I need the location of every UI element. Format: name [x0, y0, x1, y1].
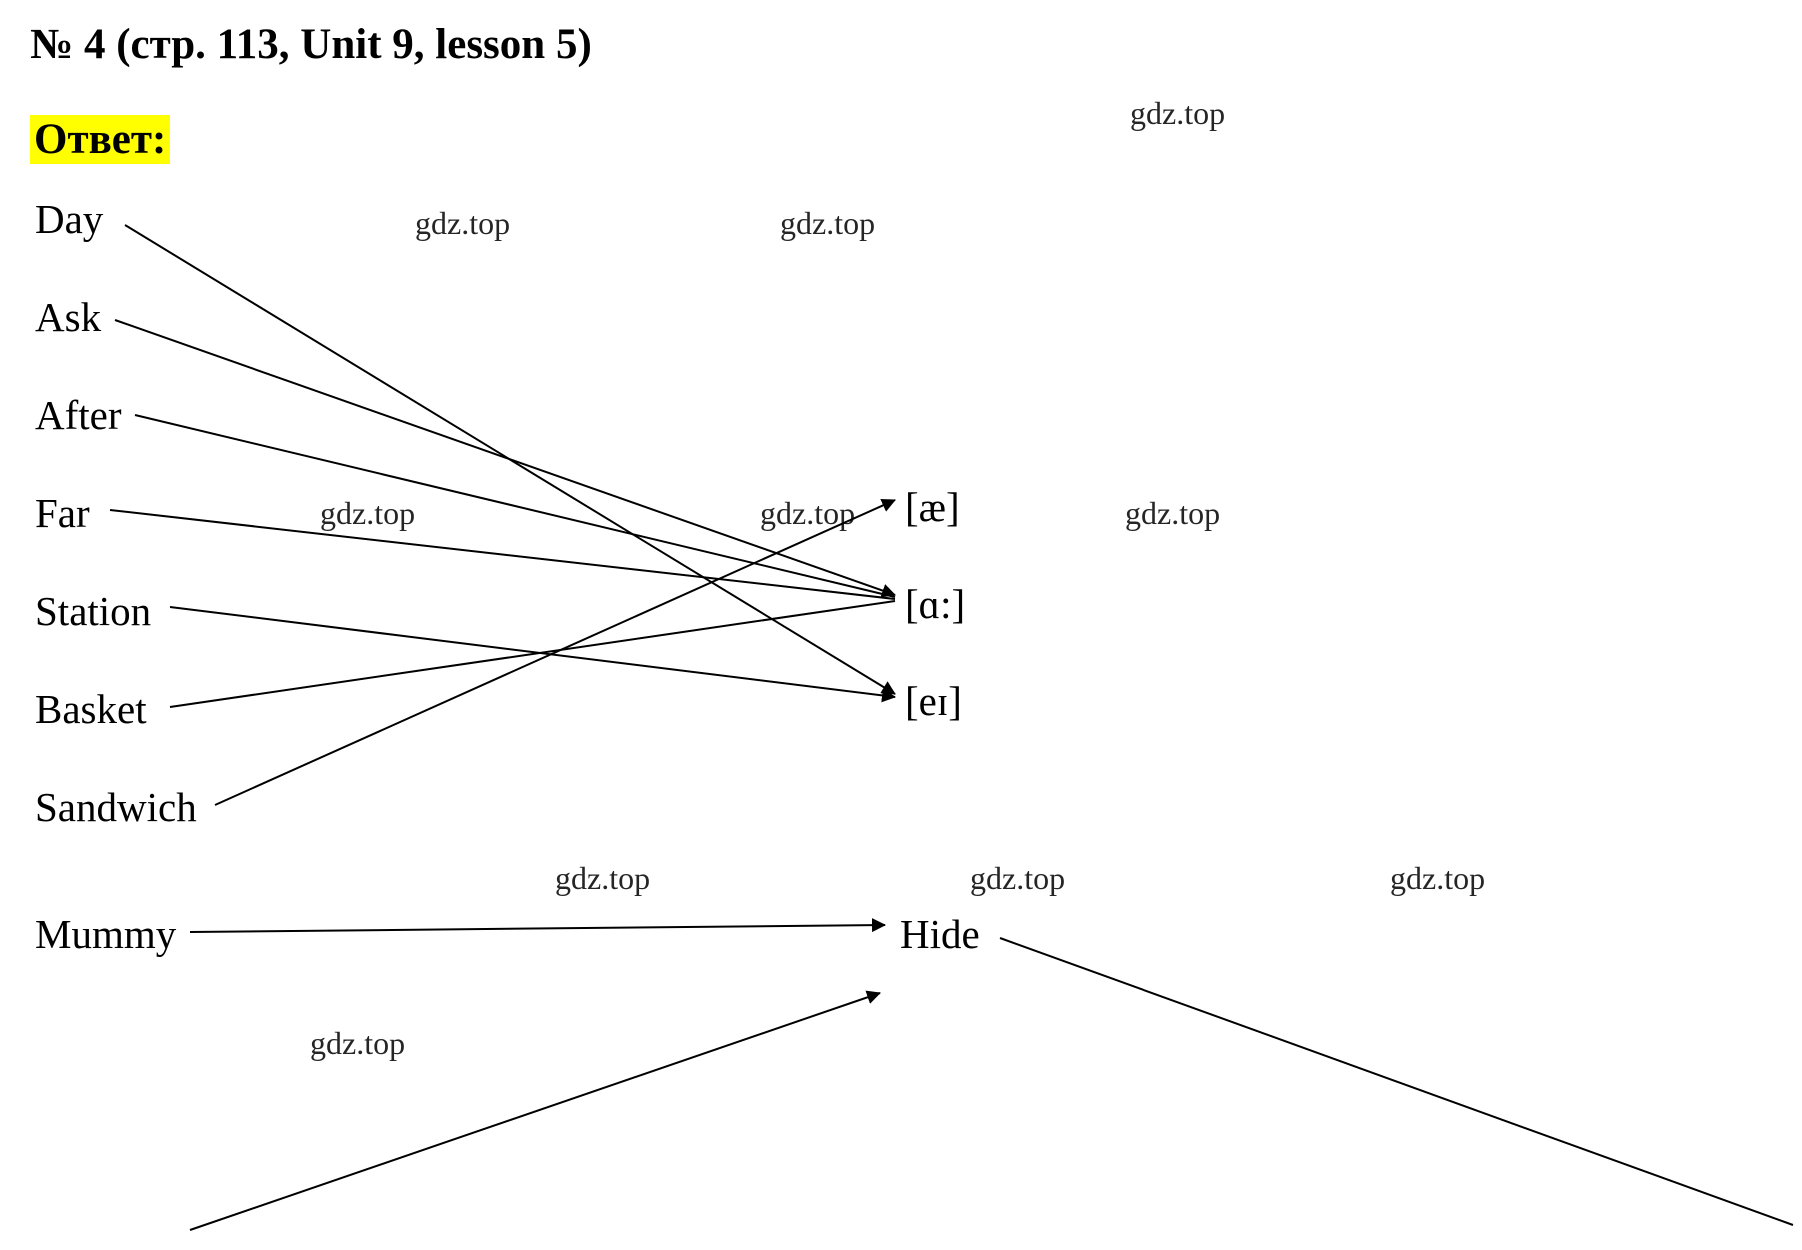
word-item: Far: [35, 489, 90, 537]
watermark: gdz.top: [1390, 860, 1485, 897]
watermark: gdz.top: [555, 860, 650, 897]
word-item: Mummy: [35, 910, 176, 958]
right-word-item: Hide: [900, 910, 980, 958]
answer-label: Ответ:: [30, 115, 170, 164]
watermark: gdz.top: [1125, 495, 1220, 532]
watermark: gdz.top: [415, 205, 510, 242]
word-item: Sandwich: [35, 783, 197, 831]
arrow-line: [190, 925, 885, 932]
word-item: Day: [35, 195, 103, 243]
word-item: Ask: [35, 293, 101, 341]
exercise-title: № 4 (стр. 113, Unit 9, lesson 5): [30, 20, 592, 69]
word-item: After: [35, 391, 122, 439]
arrow-line: [115, 320, 895, 595]
phonetic-item: [æ]: [905, 483, 960, 531]
watermark: gdz.top: [1130, 95, 1225, 132]
watermark: gdz.top: [760, 495, 855, 532]
watermark: gdz.top: [970, 860, 1065, 897]
watermark: gdz.top: [780, 205, 875, 242]
arrow-line: [1000, 938, 1793, 1225]
arrow-line: [125, 225, 895, 694]
word-item: Station: [35, 587, 151, 635]
watermark: gdz.top: [320, 495, 415, 532]
phonetic-item: [eɪ]: [905, 677, 962, 725]
arrow-line: [170, 607, 895, 697]
arrow-line: [170, 601, 895, 707]
arrow-line: [215, 500, 895, 805]
phonetic-item: [ɑ:]: [905, 580, 965, 628]
arrows-layer: [0, 0, 1802, 1250]
watermark: gdz.top: [310, 1025, 405, 1062]
arrow-line: [190, 993, 880, 1230]
word-item: Basket: [35, 685, 147, 733]
